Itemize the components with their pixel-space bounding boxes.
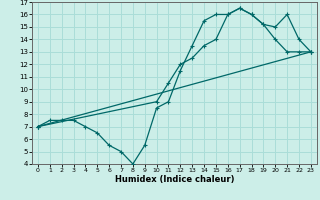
X-axis label: Humidex (Indice chaleur): Humidex (Indice chaleur) — [115, 175, 234, 184]
